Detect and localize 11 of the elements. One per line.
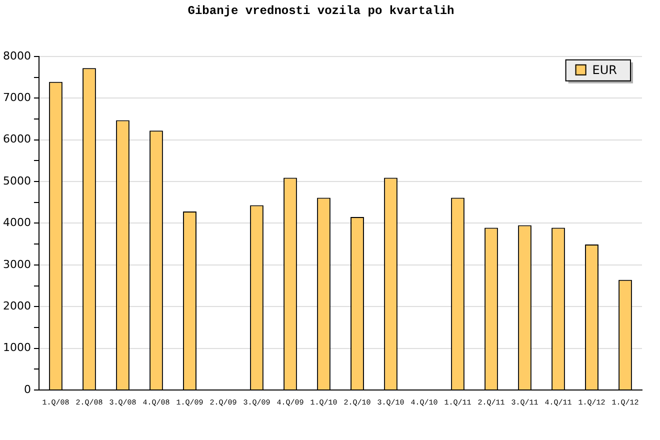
chart-title: Gibanje vrednosti vozila po kvartalih <box>188 4 454 18</box>
y-tick-label: 3000 <box>2 258 31 271</box>
y-tick-label: 5000 <box>2 174 31 188</box>
y-tick-label: 8000 <box>2 49 31 62</box>
y-tick-label: 6000 <box>2 132 31 146</box>
y-tick-label: 4000 <box>2 216 31 230</box>
y-tick-label: 0 <box>24 382 31 396</box>
legend-label: EUR <box>592 63 617 78</box>
y-tick-label: 1000 <box>2 341 31 354</box>
y-tick-label: 7000 <box>2 90 31 104</box>
y-tick-label: 2000 <box>2 299 31 312</box>
